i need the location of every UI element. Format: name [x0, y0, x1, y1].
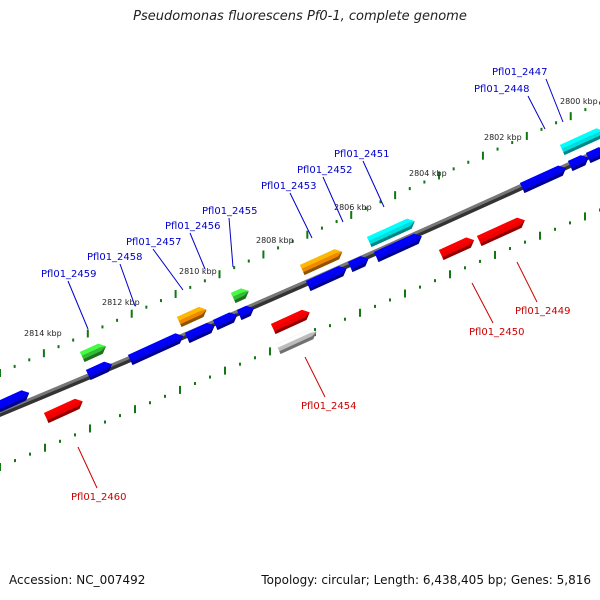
gene-label: Pfl01_2456	[165, 221, 221, 232]
gene-arrow	[568, 155, 589, 172]
gene-label: Pfl01_2455	[202, 206, 258, 217]
gene-arrow	[306, 266, 347, 292]
gene-label: Pfl01_2457	[126, 237, 182, 248]
gene-arrow	[520, 165, 566, 194]
lower-ruler	[0, 208, 600, 471]
gene-arrow	[80, 343, 106, 363]
gene-arrow	[477, 217, 525, 247]
position-marker: 2810 kbp	[179, 267, 217, 276]
gene-label: Pfl01_2454	[301, 401, 357, 412]
leader-line	[516, 261, 538, 303]
leader-line	[289, 192, 313, 239]
gene-arrow	[374, 233, 422, 263]
gene-arrow	[586, 147, 600, 164]
leader-line	[119, 263, 136, 307]
gene-arrow	[348, 256, 369, 273]
gene-label: Pfl01_2460	[71, 492, 127, 503]
leader-line	[545, 78, 564, 123]
gene-label: Pfl01_2448	[474, 84, 530, 95]
upper-ruler	[0, 101, 600, 377]
position-marker: 2802 kbp	[484, 133, 522, 142]
gene-label: Pfl01_2453	[261, 181, 317, 192]
position-marker: 2814 kbp	[24, 329, 62, 338]
gene-arrow	[44, 398, 83, 424]
gene-arrow	[439, 237, 475, 261]
gene-label: Pfl01_2450	[469, 327, 525, 338]
gene-arrow	[185, 323, 215, 344]
position-marker: 2800 kbp	[560, 97, 598, 106]
leader-line	[527, 95, 546, 130]
gene-arrow	[300, 249, 343, 276]
gene-label: Pfl01_2452	[297, 165, 353, 176]
leader-line	[471, 282, 494, 324]
gene-arrow	[560, 128, 600, 156]
leader-line	[77, 446, 98, 489]
leader-line	[362, 160, 385, 208]
gene-arrow	[0, 390, 30, 413]
position-marker: 2812 kbp	[102, 298, 140, 307]
gene-label: Pfl01_2458	[87, 252, 143, 263]
gene-arrow	[231, 288, 249, 304]
accession-text: Accession: NC_007492	[9, 573, 146, 587]
genome-summary-text: Topology: circular; Length: 6,438,405 bp…	[261, 573, 591, 587]
leader-line	[152, 248, 184, 291]
gene-arrow	[237, 305, 254, 321]
leader-line	[67, 280, 89, 330]
gene-label: Pfl01_2459	[41, 269, 97, 280]
gene-arrow	[128, 333, 184, 366]
gene-label: Pfl01_2451	[334, 149, 390, 160]
position-marker: 2804 kbp	[409, 169, 447, 178]
gene-arrow	[86, 361, 112, 381]
gene-label: Pfl01_2449	[515, 306, 571, 317]
leader-line	[228, 217, 234, 268]
gene-arrow	[367, 218, 415, 248]
leader-line	[304, 356, 326, 398]
gene-arrow	[213, 312, 238, 331]
leader-line	[322, 176, 344, 223]
gene-label: Pfl01_2447	[492, 67, 548, 78]
gene-arrow	[271, 309, 310, 335]
page-title: Pseudomonas fluorescens Pf0-1, complete …	[133, 9, 467, 24]
gene-arrow	[276, 329, 317, 355]
position-marker: 2808 kbp	[256, 236, 294, 245]
gene-arrow	[177, 307, 207, 328]
position-marker: 2806 kbp	[334, 203, 372, 212]
leader-line	[189, 232, 206, 270]
